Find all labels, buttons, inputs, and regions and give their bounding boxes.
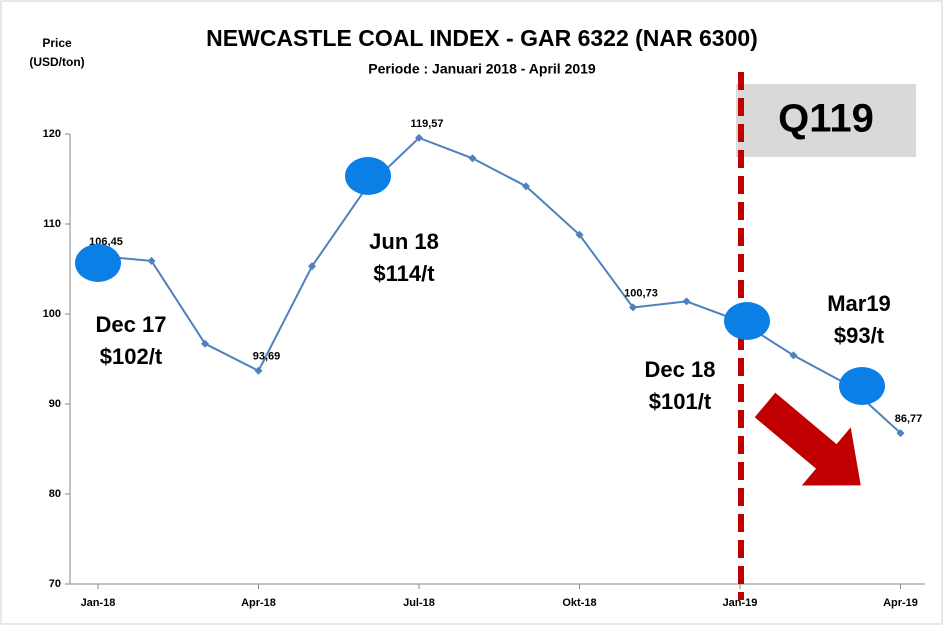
y-tick-label: 110 [43, 218, 61, 230]
chart-title: NEWCASTLE COAL INDEX - GAR 6322 (NAR 630… [206, 25, 758, 51]
annotation: Jun 18 [369, 229, 439, 254]
trend-arrow [754, 392, 861, 486]
quarter-box [736, 84, 916, 157]
x-tick-label: Okt-18 [562, 597, 596, 609]
y-tick-label: 80 [49, 488, 61, 500]
annotation: Mar19 [827, 291, 891, 316]
data-label: 86,77 [895, 413, 923, 425]
data-label: 100,73 [624, 287, 658, 299]
data-point [415, 133, 423, 142]
data-point [254, 366, 263, 375]
annotation: $93/t [834, 323, 885, 348]
highlight-dot [724, 302, 770, 340]
annotation: $114/t [373, 261, 435, 286]
y-tick-label: 90 [49, 398, 61, 410]
x-tick-label: Jan-18 [81, 597, 116, 609]
highlight-dot [345, 157, 391, 195]
y-tick-label: 70 [49, 578, 61, 590]
y-axis-label: (USD/ton) [29, 55, 84, 69]
chart-subtitle: Periode : Januari 2018 - April 2019 [368, 61, 596, 77]
annotation: $101/t [649, 389, 712, 414]
x-tick-label: Jul-18 [403, 597, 435, 609]
y-tick-label: 100 [43, 308, 61, 320]
annotation: $102/t [100, 344, 163, 369]
data-point [147, 256, 156, 265]
data-point [629, 303, 637, 312]
data-point [789, 351, 798, 360]
data-point [201, 339, 209, 348]
data-point [308, 262, 316, 271]
annotation: Q119 [778, 97, 874, 141]
highlight-dot [839, 367, 885, 405]
highlight-dot [75, 244, 121, 282]
y-tick-label: 120 [43, 128, 61, 140]
series-line [97, 136, 902, 434]
annotation: Dec 18 [645, 357, 716, 382]
data-label: 93,69 [253, 351, 281, 363]
annotation: Dec 17 [96, 312, 167, 337]
data-point [896, 429, 905, 438]
x-tick-label: Apr-18 [241, 597, 276, 609]
y-axis-label: Price [42, 36, 72, 50]
data-point [682, 297, 691, 306]
x-tick-label: Apr-19 [883, 597, 918, 609]
data-label: 119,57 [410, 118, 443, 130]
data-point [522, 182, 530, 191]
arrow-shape [754, 392, 861, 486]
data-point [468, 154, 477, 163]
x-tick-label: Jan-19 [723, 597, 758, 609]
data-point [575, 230, 584, 239]
